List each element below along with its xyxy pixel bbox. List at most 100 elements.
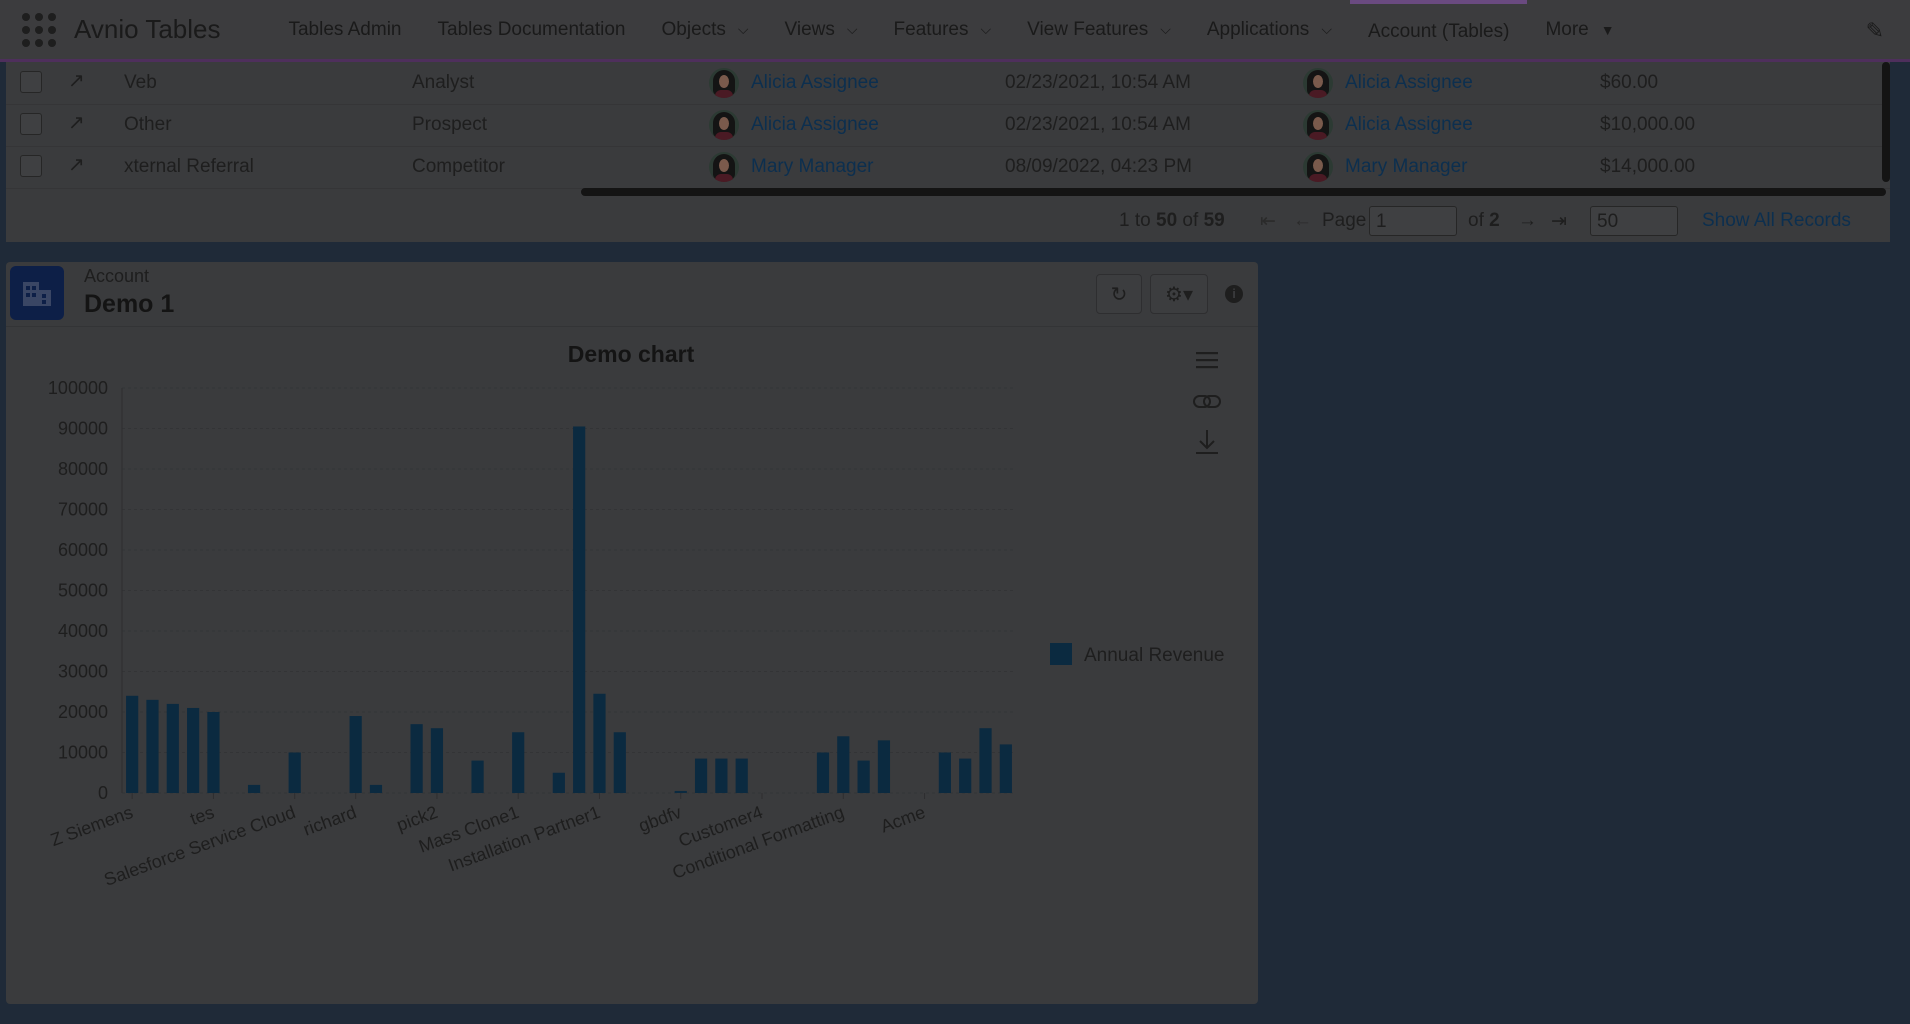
- amount-cell: $14,000.00: [1600, 156, 1696, 177]
- open-record-icon[interactable]: ↗: [68, 112, 85, 134]
- bar[interactable]: [369, 784, 383, 793]
- bar[interactable]: [999, 744, 1012, 793]
- bar[interactable]: [837, 736, 850, 793]
- legend-swatch: [1050, 643, 1072, 665]
- row-checkbox[interactable]: [20, 113, 42, 135]
- horizontal-scrollbar[interactable]: [581, 188, 1886, 196]
- bar[interactable]: [938, 752, 951, 794]
- bar[interactable]: [735, 758, 748, 793]
- bar[interactable]: [126, 695, 139, 793]
- table-row: ↗ Other Prospect Alicia Assignee 02/23/2…: [6, 104, 1890, 147]
- legend-label: Annual Revenue: [1084, 645, 1225, 666]
- bar[interactable]: [288, 752, 301, 794]
- bar[interactable]: [471, 760, 484, 793]
- bar[interactable]: [146, 699, 159, 793]
- type-cell: Competitor: [412, 156, 505, 177]
- avatar: [709, 110, 739, 140]
- bar[interactable]: [410, 724, 423, 793]
- nav-applications[interactable]: Applications ⌵: [1189, 0, 1350, 59]
- chevron-down-icon[interactable]: ⌵: [846, 21, 858, 37]
- settings-menu-button[interactable]: ⚙▾: [1150, 274, 1208, 314]
- bar[interactable]: [512, 732, 525, 793]
- menu-icon[interactable]: [1196, 352, 1218, 369]
- owner-link[interactable]: Mary Manager: [751, 156, 874, 177]
- chevron-down-icon[interactable]: ⌵: [1321, 21, 1332, 37]
- gear-icon: ⚙▾: [1165, 283, 1193, 306]
- x-tick-label: pick2: [394, 802, 440, 835]
- nav-views[interactable]: Views ⌵: [767, 0, 876, 59]
- bar[interactable]: [349, 716, 362, 793]
- nav-objects[interactable]: Objects ⌵: [644, 0, 767, 59]
- owner-link[interactable]: Alicia Assignee: [751, 114, 879, 135]
- x-tick-label: richard: [300, 802, 359, 840]
- nav-more[interactable]: More ▼: [1527, 0, 1632, 59]
- bar[interactable]: [593, 693, 606, 793]
- page-number-input[interactable]: 1: [1369, 206, 1457, 236]
- bar[interactable]: [430, 728, 444, 793]
- info-button[interactable]: i: [1216, 274, 1252, 314]
- avatar: [709, 152, 739, 182]
- row-checkbox[interactable]: [20, 155, 42, 177]
- last-page-icon[interactable]: ⇥: [1551, 211, 1567, 232]
- bar[interactable]: [877, 740, 891, 793]
- next-page-icon[interactable]: →: [1518, 210, 1537, 231]
- assignee-link[interactable]: Mary Manager: [1345, 156, 1468, 177]
- nav-label: Applications: [1206, 18, 1310, 40]
- previous-page-icon[interactable]: ←: [1293, 210, 1312, 231]
- info-icon: i: [1225, 285, 1243, 303]
- record-range: 1 to 50 of 59: [1119, 210, 1225, 231]
- y-tick-label: 60000: [58, 540, 108, 560]
- page-count: of 2: [1468, 210, 1500, 231]
- chart-legend[interactable]: Annual Revenue: [1050, 643, 1225, 666]
- global-nav: Avnio Tables Tables Admin Tables Documen…: [0, 0, 1910, 62]
- created-date-cell: 02/23/2021, 10:54 AM: [1005, 72, 1191, 93]
- bar[interactable]: [816, 752, 830, 794]
- nav-view-features[interactable]: View Features ⌵: [1009, 0, 1189, 59]
- first-page-icon[interactable]: ⇤: [1260, 211, 1276, 232]
- pencil-icon[interactable]: ✎: [1865, 18, 1884, 43]
- y-tick-label: 80000: [58, 459, 108, 479]
- nav-features[interactable]: Features ⌵: [876, 0, 1010, 59]
- y-tick-label: 70000: [58, 500, 108, 520]
- y-tick-label: 20000: [58, 702, 108, 722]
- assignee-link[interactable]: Alicia Assignee: [1345, 72, 1473, 93]
- bar[interactable]: [715, 758, 728, 793]
- bar[interactable]: [247, 784, 261, 793]
- vertical-scrollbar[interactable]: [1882, 62, 1890, 182]
- nav-tables-documentation[interactable]: Tables Documentation: [420, 0, 644, 59]
- row-checkbox[interactable]: [20, 71, 42, 93]
- refresh-icon: ↻: [1110, 283, 1128, 306]
- bar[interactable]: [959, 758, 972, 793]
- show-all-records-link[interactable]: Show All Records: [1702, 210, 1851, 231]
- owner-link[interactable]: Alicia Assignee: [751, 72, 879, 93]
- chevron-down-icon[interactable]: ⌵: [1160, 21, 1171, 37]
- app-launcher-icon[interactable]: [22, 12, 56, 47]
- bar[interactable]: [674, 790, 687, 793]
- bar[interactable]: [166, 703, 179, 793]
- bar[interactable]: [573, 426, 586, 793]
- link-icon[interactable]: [1193, 395, 1221, 408]
- bar[interactable]: [187, 707, 200, 793]
- bar[interactable]: [207, 712, 220, 793]
- page-size-input[interactable]: 50: [1590, 206, 1678, 236]
- nav-label: Account (Tables): [1367, 20, 1510, 42]
- open-record-icon[interactable]: ↗: [68, 70, 85, 92]
- bar[interactable]: [552, 772, 565, 793]
- nav-tables-admin[interactable]: Tables Admin: [270, 0, 419, 59]
- open-record-icon[interactable]: ↗: [68, 154, 85, 176]
- bar[interactable]: [857, 760, 870, 793]
- y-tick-label: 30000: [58, 662, 108, 682]
- amount-cell: $60.00: [1600, 72, 1659, 93]
- bar[interactable]: [613, 732, 626, 793]
- chevron-down-icon[interactable]: ⌵: [980, 21, 992, 37]
- caret-down-icon[interactable]: ▼: [1600, 21, 1615, 38]
- nav-account-tables[interactable]: Account (Tables): [1349, 0, 1528, 59]
- assignee-link[interactable]: Alicia Assignee: [1345, 114, 1473, 135]
- bar[interactable]: [979, 728, 992, 793]
- chevron-down-icon[interactable]: ⌵: [737, 21, 749, 37]
- account-icon: [10, 266, 64, 320]
- download-icon[interactable]: [1196, 430, 1218, 454]
- bar[interactable]: [694, 758, 708, 793]
- refresh-button[interactable]: ↻: [1096, 274, 1142, 314]
- y-tick-label: 90000: [58, 419, 108, 439]
